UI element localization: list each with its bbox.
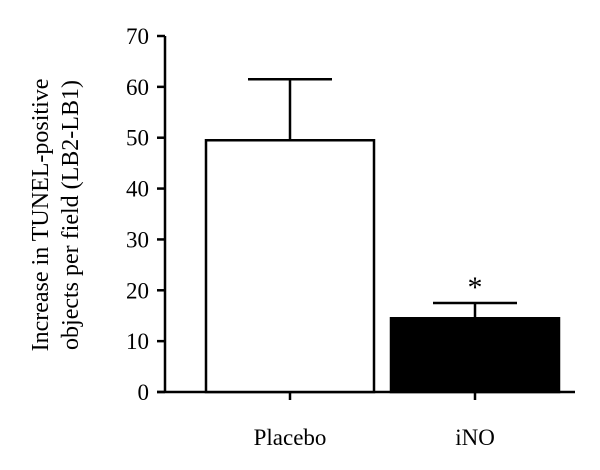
y-axis-title-line-1: Increase in TUNEL-positive	[28, 79, 54, 352]
y-tick-label: 60	[126, 75, 149, 100]
bar-ino	[389, 317, 561, 394]
y-tick-label: 50	[126, 126, 149, 151]
significance-asterisk: *	[468, 271, 483, 304]
plot-area: 0 10 20 30 40 50 60 70 Placebo iNO *	[126, 24, 575, 450]
y-tick-label: 0	[138, 380, 150, 405]
y-axis-title: Increase in TUNEL-positive objects per f…	[28, 79, 84, 352]
y-axis-title-line-2: objects per field (LB2-LB1)	[58, 80, 84, 350]
x-tick-label-ino: iNO	[455, 425, 495, 450]
x-tick-label-placebo: Placebo	[254, 425, 327, 450]
y-tick-label: 20	[126, 278, 149, 303]
y-tick-label: 70	[126, 24, 149, 49]
bar-placebo	[204, 139, 376, 394]
y-tick-label: 30	[126, 227, 149, 252]
y-tick-label: 10	[126, 329, 149, 354]
y-tick-label: 40	[126, 177, 149, 202]
